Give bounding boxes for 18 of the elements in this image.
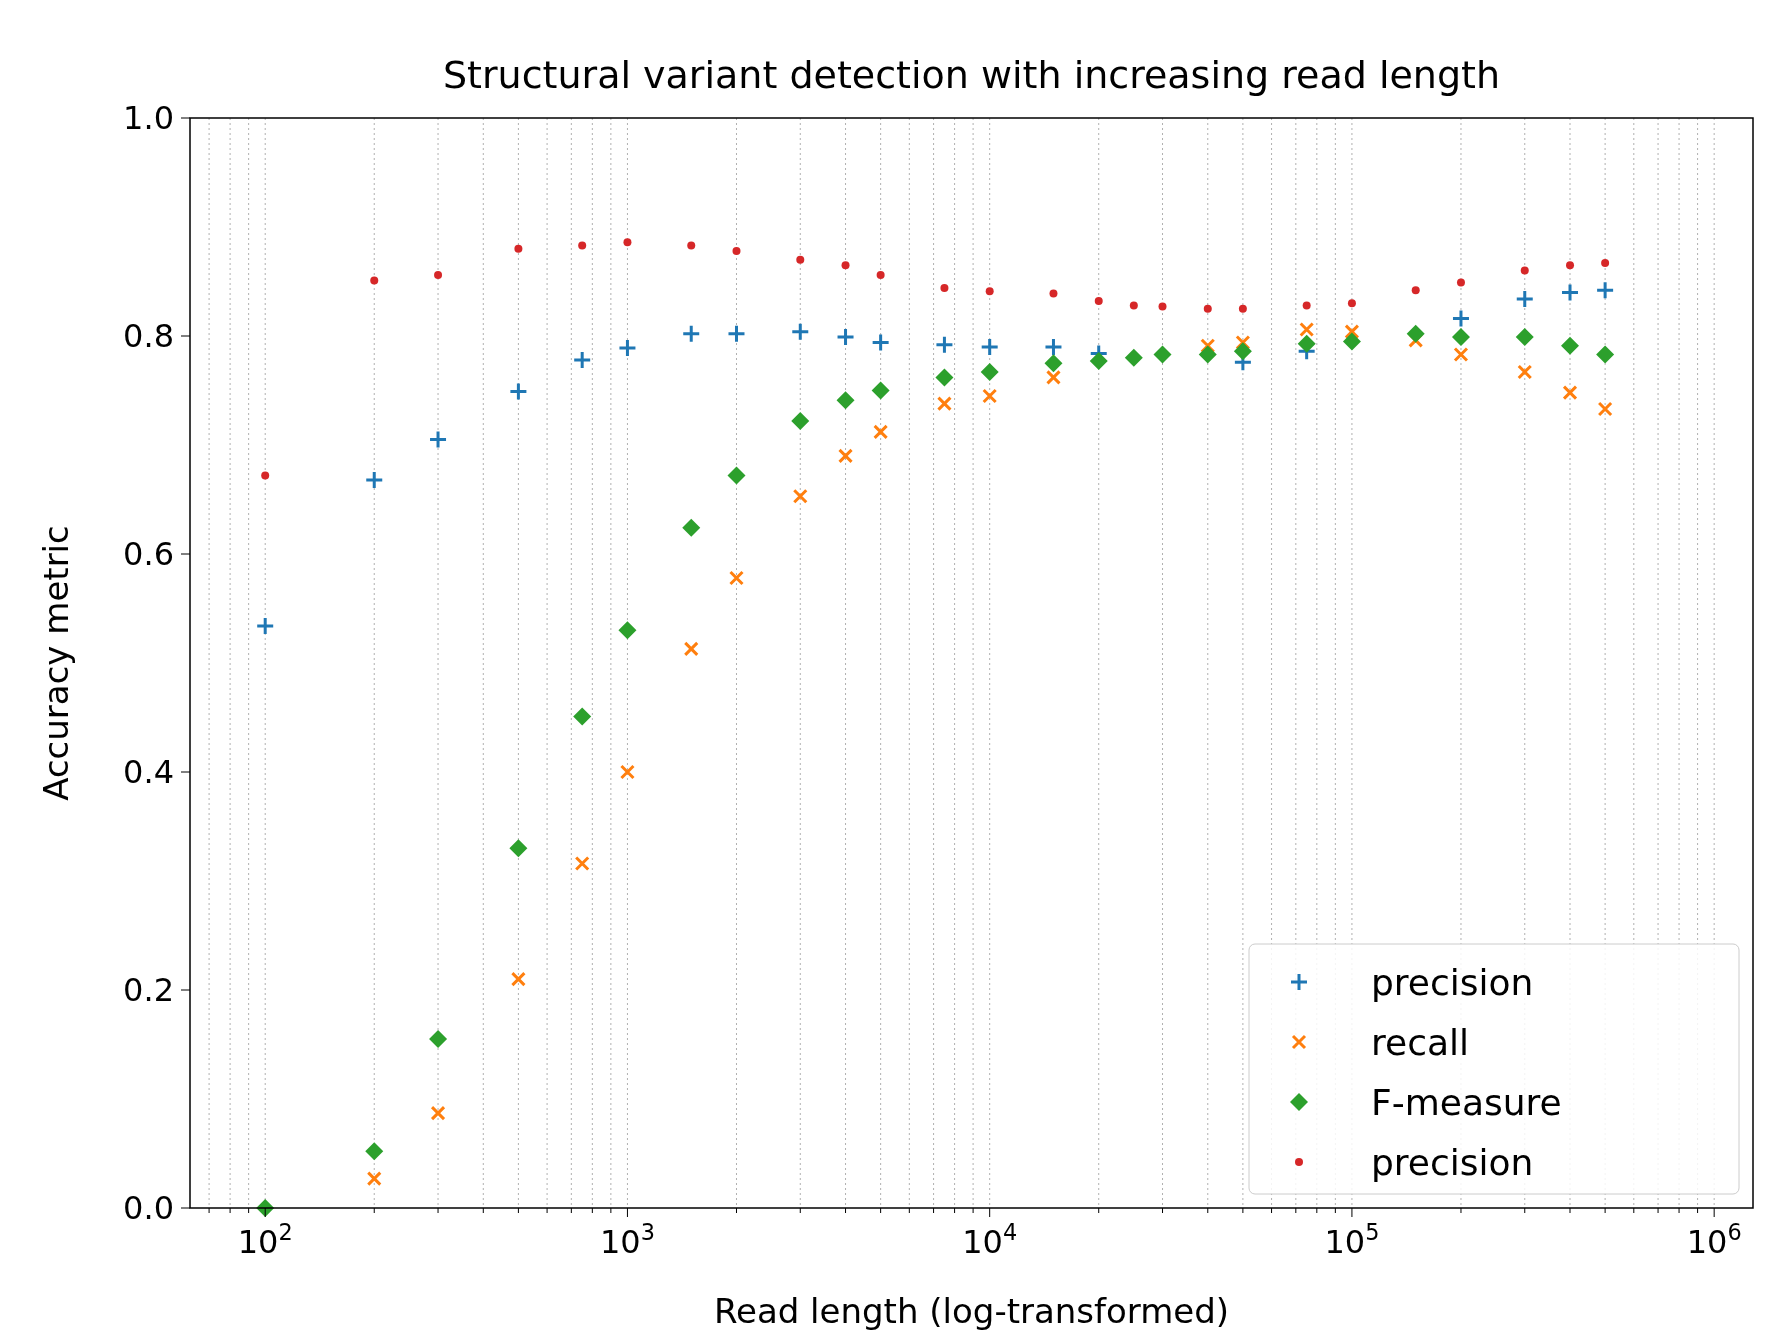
y-tick-label: 0.6 — [123, 535, 174, 574]
legend-label: recall — [1371, 1021, 1470, 1063]
legend-label: F-measure — [1371, 1081, 1562, 1123]
y-tick-label: 0.0 — [123, 1189, 174, 1228]
chart-title: Structural variant detection with increasing read length — [442, 53, 1501, 97]
y-tick-label: 0.8 — [123, 317, 174, 356]
x-tick-label: 10$^{3}$ — [599, 1219, 655, 1261]
y-tick-label: 0.4 — [123, 753, 174, 792]
x-tick-label: 10$^{4}$ — [962, 1219, 1018, 1261]
y-tick-label: 1.0 — [123, 99, 174, 138]
x-tick-label: 10$^{6}$ — [1686, 1219, 1742, 1261]
y-tick-label: 0.2 — [123, 971, 174, 1010]
legend-label: precision — [1371, 961, 1534, 1003]
x-axis-title: Read length (log-transformed) — [713, 1291, 1230, 1331]
y-axis-title: Accuracy metric — [36, 525, 76, 801]
legend-label: precision — [1371, 1141, 1534, 1183]
x-tick-label: 10$^{5}$ — [1324, 1219, 1380, 1261]
x-tick-label: 10$^{2}$ — [237, 1219, 293, 1261]
